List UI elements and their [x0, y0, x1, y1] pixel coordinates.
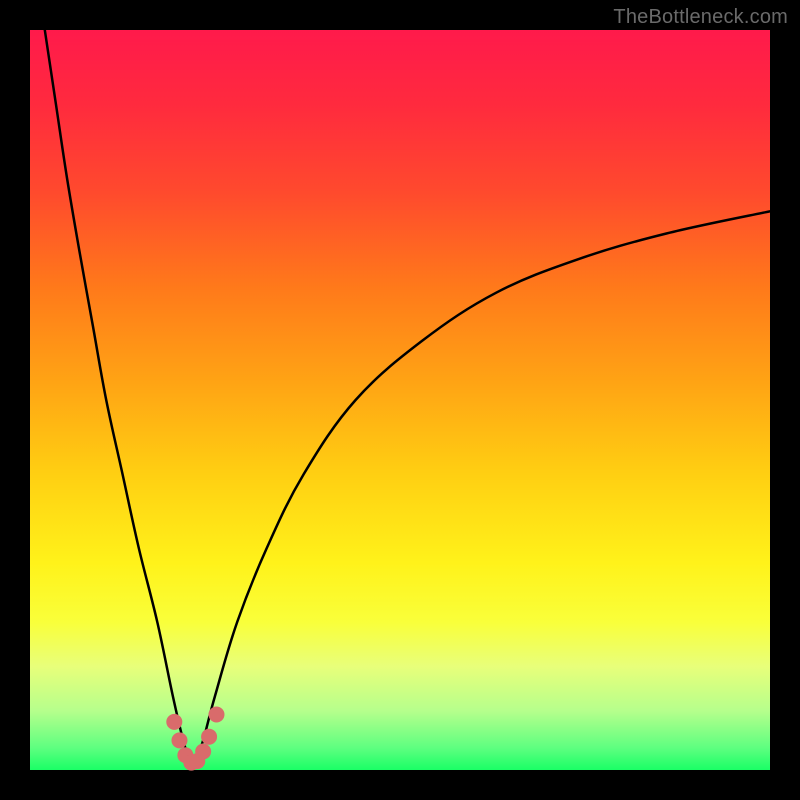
- marker-dot: [171, 732, 187, 748]
- marker-dot: [166, 714, 182, 730]
- chart-frame: TheBottleneck.com: [0, 0, 800, 800]
- marker-dot: [201, 729, 217, 745]
- marker-dot: [195, 744, 211, 760]
- marker-dot: [208, 707, 224, 723]
- bottleneck-chart-svg: [0, 0, 800, 800]
- plot-background: [30, 30, 770, 770]
- watermark-text: TheBottleneck.com: [613, 6, 788, 29]
